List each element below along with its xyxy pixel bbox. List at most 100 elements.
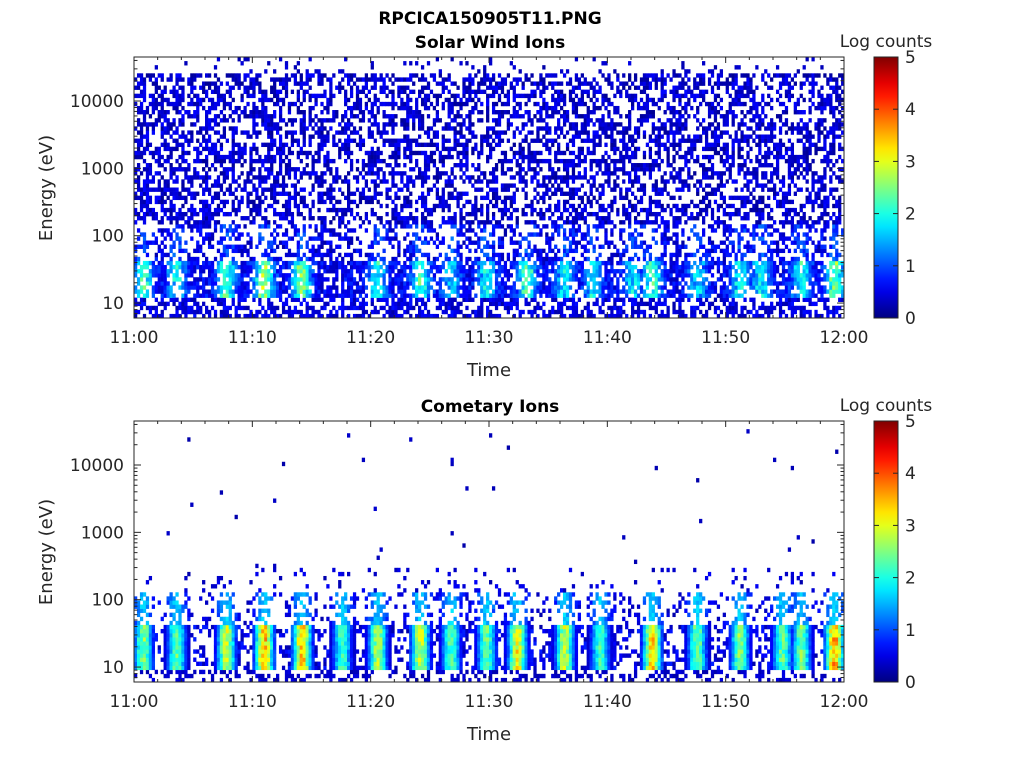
heatmap-cell [134,207,138,213]
heatmap-cell [139,73,144,78]
heatmap-cell [441,260,445,266]
heatmap-cell [287,264,292,270]
heatmap-cell [367,77,371,82]
heatmap-cell [506,167,511,172]
heatmap-cell [379,179,383,184]
heatmap-cell [536,224,540,229]
heatmap-cell [406,85,410,90]
heatmap-cell [317,232,321,237]
heatmap-cell [134,301,138,307]
heatmap-cell [246,195,250,201]
heatmap-cell [542,191,546,196]
heatmap-cell [497,301,502,307]
heatmap-cell [210,142,215,148]
heatmap-cell [287,167,292,172]
heatmap-cell [486,285,490,290]
heatmap-cell [352,301,357,307]
heatmap-cell [557,101,561,107]
heatmap-cell [157,199,161,205]
heatmap-cell [213,130,218,135]
heatmap-cell [205,281,209,286]
heatmap-cell [571,138,576,143]
heatmap-cell [136,150,141,156]
heatmap-cell [349,130,354,135]
heatmap-cell [489,77,493,82]
heatmap-cell [491,187,496,192]
heatmap-cell [477,69,481,74]
heatmap-cell [234,305,238,311]
heatmap-cell [438,224,442,229]
heatmap-cell [500,277,505,282]
heatmap-cell [560,158,564,164]
heatmap-cell [178,264,182,270]
heatmap-cell [276,97,280,103]
heatmap-cell [494,122,499,127]
heatmap-cell [565,293,570,298]
heatmap-cell [474,203,478,209]
heatmap-cell [163,207,167,213]
heatmap-cell [418,142,422,148]
heatmap-cell [554,158,558,164]
heatmap-cell [568,277,573,282]
heatmap-cell [305,81,309,86]
heatmap-cell [444,171,448,176]
heatmap-cell [199,130,203,135]
heatmap-cell [237,248,241,254]
heatmap-cell [163,211,167,217]
heatmap-cell [432,134,437,139]
heatmap-cell [264,293,268,298]
heatmap-cell [562,114,567,119]
heatmap-cell [273,69,277,74]
heatmap-cell [329,269,333,274]
heatmap-cell [465,85,469,90]
heatmap-cell [225,313,229,319]
heatmap-cell [261,305,265,311]
heatmap-cell [270,281,274,286]
heatmap-cell [181,269,185,274]
heatmap-cell [438,289,442,294]
heatmap-cell [426,61,431,66]
heatmap-cell [323,301,327,307]
heatmap-cell [364,273,369,278]
heatmap-cell [329,158,333,164]
heatmap-cell [349,191,354,196]
heatmap-cell [136,179,141,184]
heatmap-cell [376,122,380,127]
heatmap-cell [199,305,203,311]
heatmap-cell [172,297,176,302]
heatmap-cell [136,236,141,241]
heatmap-cell [228,269,232,274]
heatmap-cell [518,260,522,266]
heatmap-cell [385,163,389,168]
heatmap-cell [320,232,324,237]
heatmap-cell [355,101,360,107]
heatmap-cell [506,301,511,307]
heatmap-cell [281,264,286,270]
heatmap-cell [252,207,256,213]
heatmap-cell [207,175,212,180]
heatmap-cell [270,187,274,192]
heatmap-cell [583,130,587,135]
heatmap-cell [441,105,445,111]
heatmap-cell [213,256,218,262]
heatmap-cell [394,207,398,213]
heatmap-cell [296,97,300,103]
heatmap-cell [323,277,327,282]
heatmap-cell [276,199,280,205]
heatmap-cell [335,260,339,266]
heatmap-cell [571,256,576,262]
heatmap-cell [420,89,425,95]
heatmap-cell [332,264,336,270]
heatmap-cell [486,85,490,90]
heatmap-cell [477,240,481,245]
heatmap-cell [462,281,466,286]
heatmap-cell [474,199,478,205]
heatmap-cell [438,297,442,302]
heatmap-cell [468,130,472,135]
heatmap-cell [258,297,262,302]
heatmap-cell [370,158,374,164]
heatmap-cell [240,171,244,176]
heatmap-cell [530,154,534,160]
heatmap-cell [199,150,203,156]
heatmap-cell [181,77,185,82]
